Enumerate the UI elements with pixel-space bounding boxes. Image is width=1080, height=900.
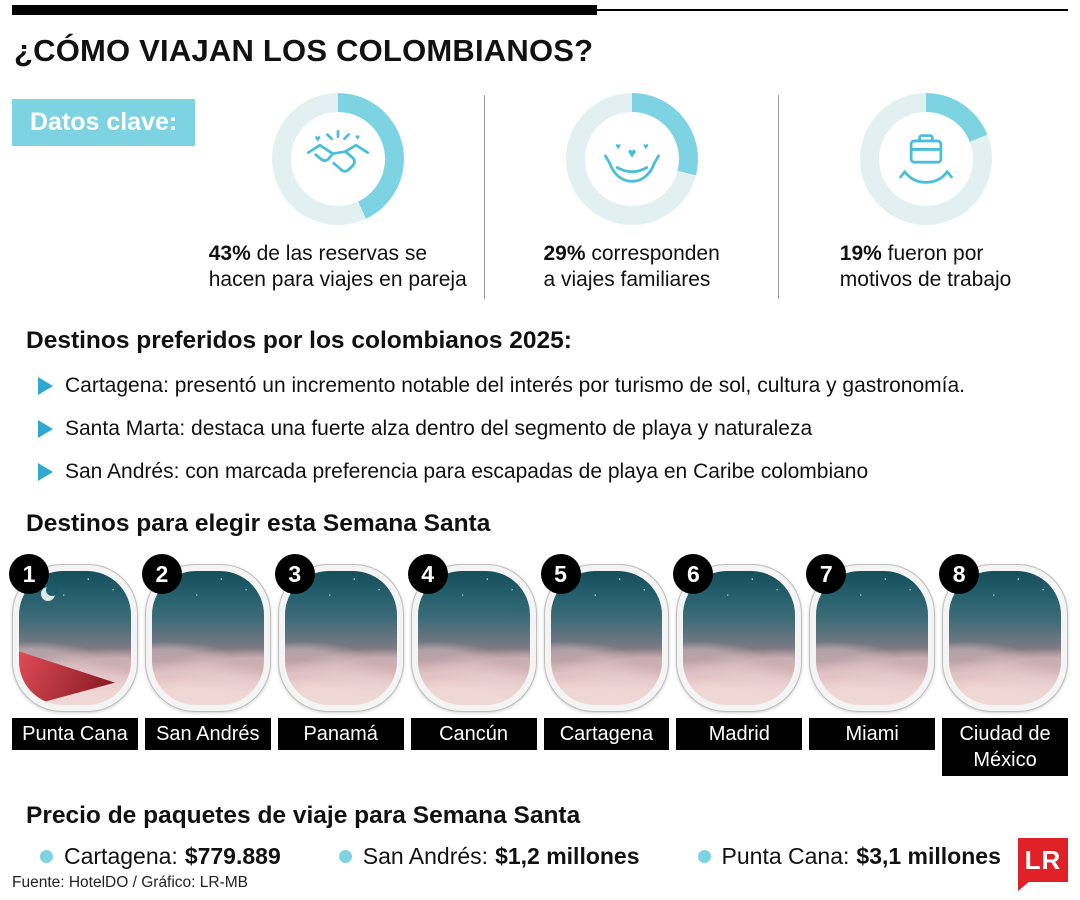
destination-card: 8 Ciudad de México (939, 554, 1068, 776)
svg-text:♥: ♥ (314, 133, 320, 145)
donut-chart-pareja: ♥ ♥ (271, 93, 404, 225)
destination-card: 5 Cartagena (540, 554, 670, 750)
vertical-divider (778, 95, 780, 299)
prices-heading: Precio de paquetes de viaje para Semana … (26, 802, 581, 829)
rank-badge: 1 (9, 554, 49, 594)
svg-text:♥: ♥ (643, 141, 649, 152)
vertical-divider (484, 95, 486, 299)
window-scene (816, 571, 929, 705)
price-item: San Andrés: $1,2 millones (338, 843, 640, 870)
preferred-text: Cartagena: presentó un incremento notabl… (65, 374, 965, 397)
airplane-window (12, 564, 138, 712)
briefcase-hand-icon (898, 134, 953, 184)
svg-text:♥: ♥ (615, 141, 621, 152)
donut-chart-trabajo (859, 93, 992, 225)
preferred-text: Santa Marta: destaca una fuerte alza den… (65, 417, 813, 440)
preferred-heading: Destinos preferidos por los colombianos … (26, 327, 572, 354)
destination-card: 2 San Andrés (141, 554, 271, 750)
window-scene (284, 571, 397, 705)
destination-card: 3 Panamá (274, 554, 404, 750)
top-rule (12, 5, 1068, 17)
destination-card: 4 Cancún (407, 554, 537, 750)
rank-badge: 3 (274, 554, 315, 594)
destination-label: Panamá (277, 718, 404, 750)
fact-caption: 43% de las reservas se hacen para viajes… (209, 241, 467, 294)
fact-text: de las reservas se hacen para viajes en … (208, 242, 467, 292)
fact-percentage: 29% (543, 242, 586, 265)
prices-row: Cartagena: $779.889 San Andrés: $1,2 mil… (40, 843, 1068, 870)
window-scene (949, 571, 1061, 705)
arrow-bullet-icon (38, 377, 53, 395)
window-scene (19, 571, 131, 705)
price-value: $3,1 millones (856, 843, 1001, 869)
top-rule-thick (12, 5, 597, 15)
price-value: $1,2 millones (495, 843, 640, 869)
fact-percentage: 43% (208, 242, 251, 265)
destination-label: Punta Cana (12, 718, 138, 750)
destination-label: Cartagena (543, 718, 670, 750)
destination-card: 1 Punta Cana (9, 554, 138, 750)
list-item: San Andrés: con marcada preferencia para… (38, 460, 1068, 484)
fact-item-pareja: ♥ ♥ 43% de las reservas se hacen para vi… (195, 93, 480, 301)
preferred-text: San Andrés: con marcada preferencia para… (65, 460, 869, 483)
rank-badge: 7 (806, 554, 847, 594)
destination-label: Miami (809, 718, 936, 750)
list-item: Cartagena: presentó un incremento notabl… (38, 374, 1068, 398)
svg-text:♥: ♥ (627, 146, 636, 162)
donut-chart-familiar: ♥ ♥ ♥ (565, 93, 698, 225)
list-item: Santa Marta: destaca una fuerte alza den… (38, 417, 1068, 441)
dot-bullet-icon (338, 850, 352, 863)
arrow-bullet-icon (38, 463, 53, 481)
fact-caption: 29% corresponden a viajes familiares (544, 241, 720, 294)
moon-icon (41, 584, 58, 601)
source-credit: Fuente: HotelDO / Gráfico: LR-MB (12, 874, 249, 891)
destination-label: Madrid (676, 718, 803, 750)
destination-card: 6 Madrid (673, 554, 803, 750)
price-item: Punta Cana: $3,1 millones (697, 843, 1001, 870)
destination-label: San Andrés (144, 718, 271, 750)
destination-label: Ciudad de México (942, 718, 1068, 776)
family-hands-icon: ♥ ♥ ♥ (603, 141, 660, 183)
price-value: $779.889 (184, 843, 281, 869)
fact-item-trabajo: 19% fueron por motivos de trabajo (783, 93, 1068, 301)
footer: Fuente: HotelDO / Gráfico: LR-MB LR (12, 838, 1068, 892)
airplane-window (277, 564, 404, 712)
fact-text: corresponden a viajes familiares (543, 242, 720, 292)
price-item: Cartagena: $779.889 (40, 843, 281, 870)
rank-badge: 8 (939, 554, 980, 594)
lr-logo: LR (1018, 838, 1068, 891)
key-facts-badge: Datos clave: (12, 99, 196, 146)
destinations-row: 1 Punta Cana 2 San Andrés 3 Panamá 4 Can… (9, 554, 1068, 776)
airplane-wing (19, 646, 115, 705)
handshake-hearts-icon: ♥ ♥ (306, 129, 369, 173)
price-label: San Andrés: (362, 843, 489, 869)
fact-item-familiar: ♥ ♥ ♥ 29% corresponden a viajes familiar… (489, 93, 774, 301)
window-scene (417, 571, 530, 705)
price-label: Cartagena: (64, 843, 178, 869)
fact-caption: 19% fueron por motivos de trabajo (840, 241, 1012, 294)
rank-badge: 5 (540, 554, 581, 594)
window-scene (151, 571, 264, 705)
window-scene (683, 571, 796, 705)
arrow-bullet-icon (38, 420, 53, 438)
page-title: ¿CÓMO VIAJAN LOS COLOMBIANOS? (14, 33, 594, 68)
key-facts-section: Datos clave: ♥ ♥ 43% de las reservas se … (12, 93, 1068, 301)
semana-santa-heading: Destinos para elegir esta Semana Santa (26, 510, 491, 537)
destination-card: 7 Miami (806, 554, 936, 750)
rank-badge: 4 (407, 554, 448, 594)
rank-badge: 6 (673, 554, 714, 594)
fact-text: fueron por motivos de trabajo (839, 242, 1012, 292)
price-label: Punta Cana: (721, 843, 850, 869)
destination-label: Cancún (410, 718, 537, 750)
window-scene (550, 571, 663, 705)
airplane-window (942, 564, 1068, 712)
rank-badge: 2 (141, 554, 182, 594)
fact-percentage: 19% (839, 242, 882, 265)
dot-bullet-icon (40, 850, 53, 863)
preferred-list: Cartagena: presentó un incremento notabl… (12, 374, 1068, 484)
dot-bullet-icon (697, 850, 711, 863)
svg-text:♥: ♥ (355, 132, 360, 142)
